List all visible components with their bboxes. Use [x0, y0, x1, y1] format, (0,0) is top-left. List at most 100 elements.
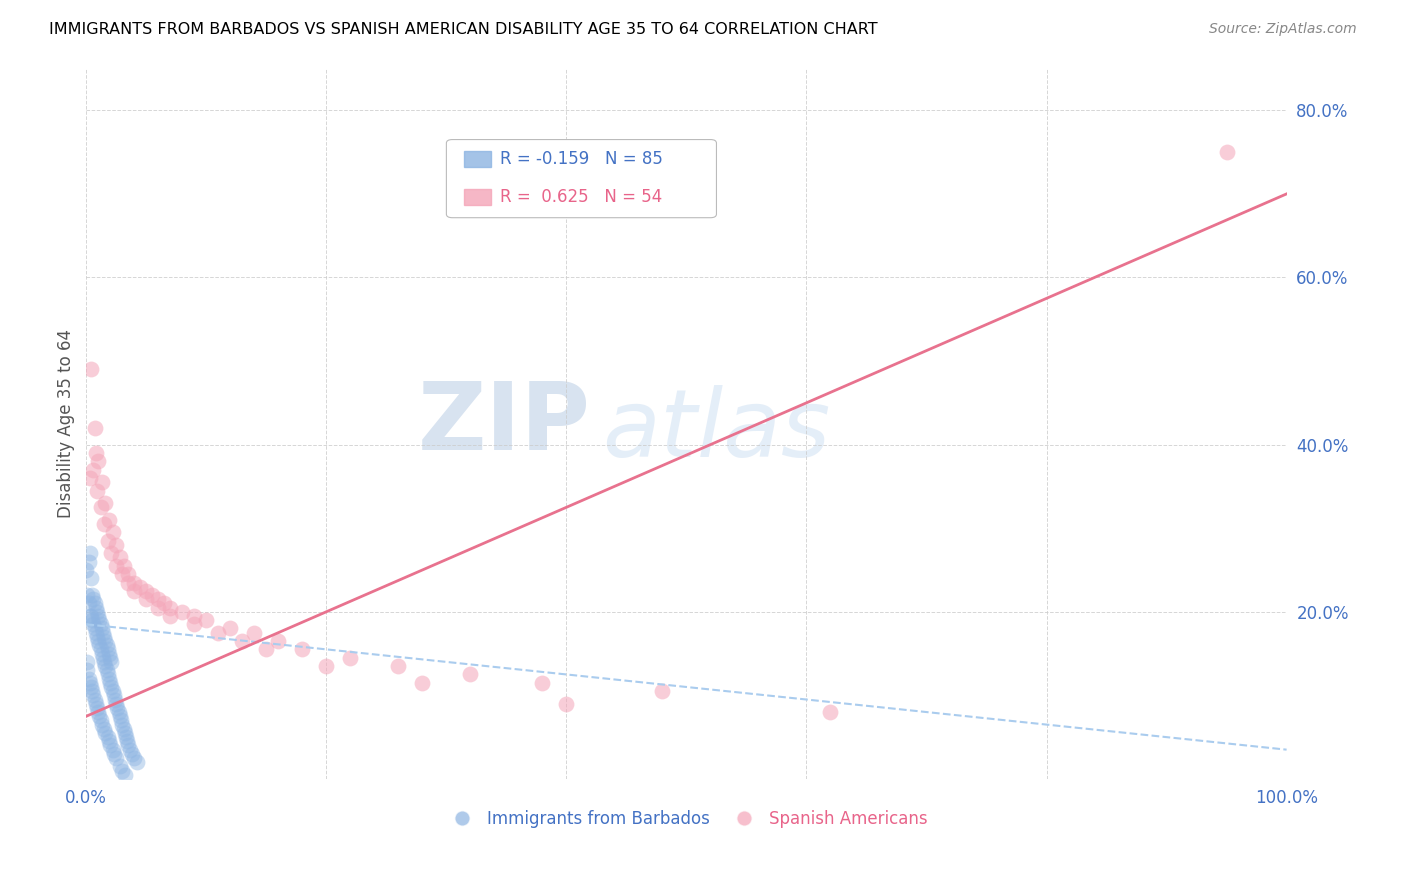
Point — [387, 659, 409, 673]
Point — [820, 705, 842, 719]
Point — [411, 675, 433, 690]
Point — [89, 613, 111, 627]
Point — [77, 596, 100, 610]
Point — [129, 580, 152, 594]
FancyBboxPatch shape — [464, 189, 491, 205]
Point — [83, 596, 105, 610]
Point — [101, 684, 124, 698]
Point — [93, 516, 115, 531]
Point — [460, 667, 482, 681]
Point — [98, 675, 121, 690]
Point — [107, 701, 129, 715]
Point — [97, 533, 120, 548]
Point — [159, 600, 181, 615]
Point — [112, 558, 135, 573]
Point — [111, 717, 134, 731]
Point — [90, 500, 112, 515]
Point — [94, 659, 117, 673]
Point — [231, 634, 253, 648]
Point — [159, 609, 181, 624]
Point — [76, 663, 98, 677]
Point — [93, 655, 115, 669]
Point — [103, 747, 125, 761]
Legend: Immigrants from Barbados, Spanish Americans: Immigrants from Barbados, Spanish Americ… — [439, 803, 934, 835]
Text: Source: ZipAtlas.com: Source: ZipAtlas.com — [1209, 22, 1357, 37]
Point — [94, 634, 117, 648]
Point — [97, 642, 120, 657]
Point — [105, 697, 128, 711]
Point — [135, 583, 157, 598]
Point — [115, 734, 138, 748]
Point — [117, 575, 139, 590]
Point — [148, 600, 170, 615]
Point — [114, 768, 136, 782]
Y-axis label: Disability Age 35 to 64: Disability Age 35 to 64 — [58, 329, 75, 518]
Point — [148, 592, 170, 607]
Point — [101, 525, 124, 540]
Point — [117, 567, 139, 582]
Point — [86, 605, 108, 619]
Point — [77, 555, 100, 569]
Text: IMMIGRANTS FROM BARBADOS VS SPANISH AMERICAN DISABILITY AGE 35 TO 64 CORRELATION: IMMIGRANTS FROM BARBADOS VS SPANISH AMER… — [49, 22, 877, 37]
Point — [86, 483, 108, 498]
Point — [83, 622, 105, 636]
Point — [90, 617, 112, 632]
Point — [80, 571, 103, 585]
Point — [76, 655, 98, 669]
Point — [90, 475, 112, 490]
Point — [84, 446, 107, 460]
Point — [98, 650, 121, 665]
Point — [115, 730, 138, 744]
Point — [80, 609, 103, 624]
Point — [111, 764, 134, 778]
Point — [80, 680, 103, 694]
Point — [103, 689, 125, 703]
Point — [90, 714, 112, 728]
Point — [84, 697, 107, 711]
Point — [87, 705, 110, 719]
Point — [108, 759, 131, 773]
Point — [84, 625, 107, 640]
Point — [98, 739, 121, 753]
Point — [79, 546, 101, 560]
Text: R =  0.625   N = 54: R = 0.625 N = 54 — [501, 188, 662, 206]
Point — [100, 680, 122, 694]
Point — [104, 692, 127, 706]
Point — [153, 596, 176, 610]
Point — [75, 563, 97, 577]
Point — [98, 672, 121, 686]
Point — [86, 630, 108, 644]
Point — [87, 454, 110, 468]
Point — [83, 692, 105, 706]
Point — [124, 575, 146, 590]
Point — [100, 546, 122, 560]
Point — [94, 496, 117, 510]
Point — [97, 667, 120, 681]
Text: R = -0.159   N = 85: R = -0.159 N = 85 — [501, 150, 664, 168]
Point — [98, 734, 121, 748]
Text: ZIP: ZIP — [418, 377, 591, 470]
Point — [82, 588, 104, 602]
Point — [291, 642, 314, 657]
Point — [110, 714, 132, 728]
Point — [93, 722, 115, 736]
Point — [111, 567, 134, 582]
Point — [195, 613, 218, 627]
Point — [98, 647, 121, 661]
Point — [82, 617, 104, 632]
Point — [243, 625, 266, 640]
Point — [90, 647, 112, 661]
Point — [84, 600, 107, 615]
Point — [105, 538, 128, 552]
Point — [267, 634, 290, 648]
Point — [82, 613, 104, 627]
Point — [108, 709, 131, 723]
Point — [112, 722, 135, 736]
Point — [135, 592, 157, 607]
Point — [107, 705, 129, 719]
Point — [117, 739, 139, 753]
Point — [89, 638, 111, 652]
Point — [1215, 145, 1237, 160]
Point — [90, 717, 112, 731]
Point — [183, 609, 205, 624]
